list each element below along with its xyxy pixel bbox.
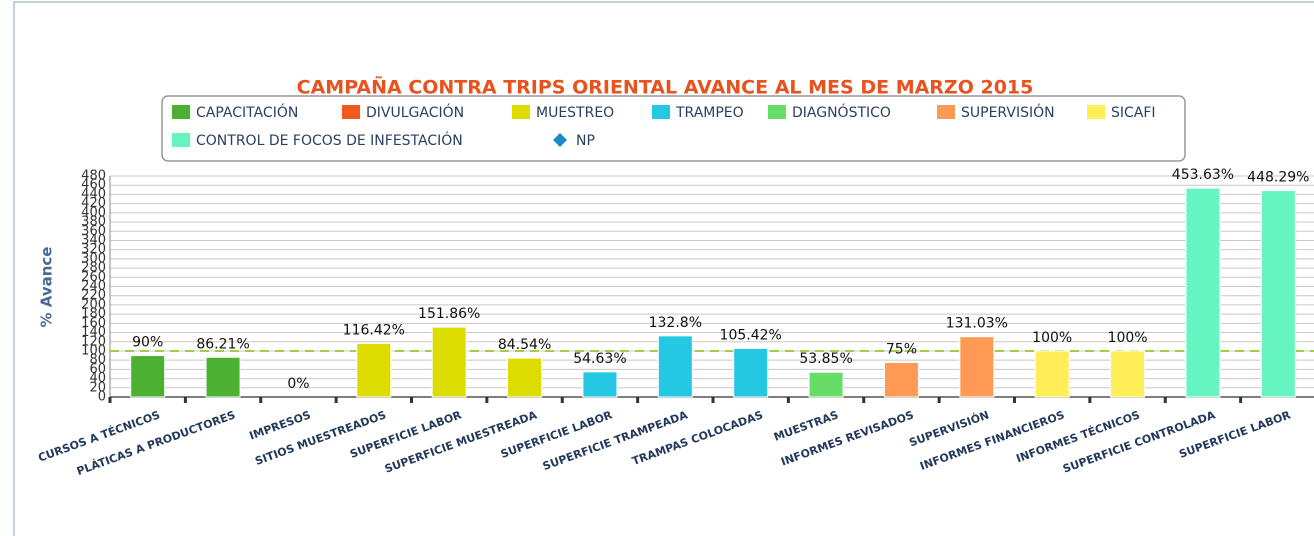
legend-label: CAPACITACIÓN xyxy=(196,103,298,121)
y-tick-label: 300 xyxy=(81,251,106,266)
data-label: 105.42% xyxy=(720,327,782,343)
data-label: 448.29% xyxy=(1247,170,1309,186)
y-tick-label: 120 xyxy=(81,334,106,349)
chart-title: CAMPAÑA CONTRA TRIPS ORIENTAL AVANCE AL … xyxy=(297,75,1034,99)
data-label: 151.86% xyxy=(418,306,480,322)
legend-swatch xyxy=(172,105,190,119)
x-tick-label: SITIOS MUESTREADOS xyxy=(253,408,388,468)
y-tick-label: 180 xyxy=(81,307,106,322)
y-tick-label: 280 xyxy=(81,261,106,276)
bar xyxy=(507,357,543,398)
frame xyxy=(13,1,1314,536)
y-tick-label: 440 xyxy=(81,187,106,202)
bar xyxy=(205,356,241,398)
y-tick-label: 160 xyxy=(81,316,106,331)
data-label: 84.54% xyxy=(498,337,551,353)
data-label: 131.03% xyxy=(946,316,1008,332)
legend-swatch xyxy=(1087,105,1105,119)
legend-swatch xyxy=(768,105,786,119)
legend-label: SUPERVISIÓN xyxy=(961,103,1055,121)
data-label: 86.21% xyxy=(196,336,249,352)
y-tick-label: 220 xyxy=(81,288,106,303)
y-tick-label: 200 xyxy=(81,297,106,312)
y-tick-label: 320 xyxy=(81,242,106,257)
bar xyxy=(959,336,995,398)
y-tick-label: 80 xyxy=(89,353,106,368)
data-label: 75% xyxy=(886,341,917,357)
legend-swatch xyxy=(342,105,360,119)
bar xyxy=(1185,187,1221,398)
legend-label: DIAGNÓSTICO xyxy=(792,103,891,121)
bar xyxy=(657,335,693,398)
legend-label: NP xyxy=(576,133,595,149)
legend xyxy=(161,95,1186,162)
bar xyxy=(1110,350,1146,398)
legend-swatch xyxy=(937,105,955,119)
x-tick-label: TRAMPAS COLOCADAS xyxy=(630,408,764,468)
y-tick-label: 240 xyxy=(81,279,106,294)
bar xyxy=(1260,190,1296,398)
legend-label: SICAFI xyxy=(1111,105,1156,121)
bar xyxy=(808,371,844,398)
data-label: 132.8% xyxy=(649,315,702,331)
data-label: 53.85% xyxy=(799,351,852,367)
legend-marker xyxy=(553,133,567,147)
bar xyxy=(733,347,769,398)
y-tick-label: 60 xyxy=(89,362,106,377)
legend-label: CONTROL DE FOCOS DE INFESTACIÓN xyxy=(196,131,463,149)
y-tick-label: 480 xyxy=(81,169,106,184)
legend-swatch xyxy=(172,133,190,147)
bar xyxy=(1034,350,1070,398)
y-tick-label: 380 xyxy=(81,215,106,230)
y-tick-label: 20 xyxy=(89,380,106,395)
legend-label: TRAMPEO xyxy=(675,105,744,121)
legend-swatch xyxy=(512,105,530,119)
y-tick-label: 460 xyxy=(81,178,106,193)
y-tick-label: 140 xyxy=(81,325,106,340)
y-tick-label: 0 xyxy=(98,390,106,405)
bar xyxy=(582,371,618,398)
data-label: 100% xyxy=(1108,330,1148,346)
bar xyxy=(431,326,467,398)
data-label: 0% xyxy=(287,376,309,392)
bar xyxy=(883,361,919,398)
x-tick-label: INFORMES FINANCIEROS xyxy=(918,408,1066,473)
y-tick-label: 340 xyxy=(81,233,106,248)
x-tick-label: SUPERFICIE TRAMPEADA xyxy=(541,408,690,473)
y-axis-label: % Avance xyxy=(38,247,56,328)
data-label: 453.63% xyxy=(1172,167,1234,183)
bar xyxy=(130,355,166,398)
y-tick-label: 360 xyxy=(81,224,106,239)
y-tick-label: 260 xyxy=(81,270,106,285)
data-label: 100% xyxy=(1032,330,1072,346)
y-tick-label: 420 xyxy=(81,196,106,211)
bar xyxy=(356,342,392,398)
data-label: 116.42% xyxy=(343,322,405,338)
data-label: 90% xyxy=(132,335,163,351)
legend-label: MUESTREO xyxy=(536,105,614,121)
x-tick-label: INFORMES REVISADOS xyxy=(779,408,915,468)
y-tick-label: 400 xyxy=(81,205,106,220)
data-label: 54.63% xyxy=(573,351,626,367)
y-tick-label: 100 xyxy=(81,343,106,358)
y-tick-label: 40 xyxy=(89,371,106,386)
legend-swatch xyxy=(652,105,670,119)
legend-label: DIVULGACIÓN xyxy=(366,103,464,121)
